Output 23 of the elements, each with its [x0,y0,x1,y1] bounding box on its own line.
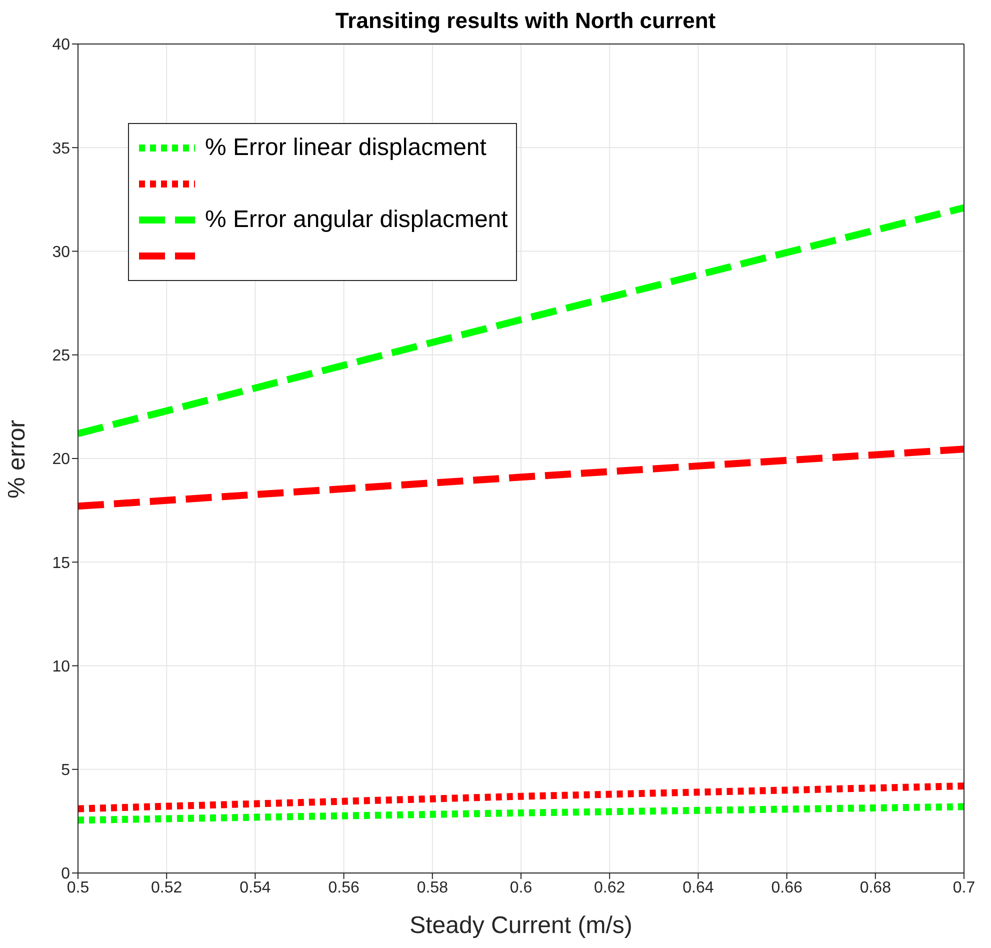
x-tick-label: 0.56 [328,879,360,896]
x-tick-label: 0.6 [510,879,532,896]
x-tick-label: 0.52 [151,879,182,896]
x-tick-label: 0.64 [682,879,714,896]
y-tick-label: 40 [52,36,70,54]
y-tick-label: 30 [52,244,70,261]
y-axis-title: % error [4,420,31,498]
x-tick-label: 0.62 [594,879,626,896]
y-tick-label: 25 [52,348,70,365]
y-tick-label: 20 [52,451,70,468]
x-tick-label: 0.66 [771,879,802,896]
chart-title: Transiting results with North current [334,8,717,35]
x-tick-label: 0.7 [952,879,976,896]
y-tick-label: 10 [52,658,70,676]
x-tick-label: 0.58 [416,879,448,896]
y-tick-label: 5 [61,762,70,780]
x-axis-title: Steady Current (m/s) [410,912,632,939]
y-tick-label: 15 [52,554,70,572]
legend-label: % Error angular displacment [205,206,508,234]
x-tick-label: 0.68 [860,879,892,896]
y-tick-label: 35 [52,140,70,158]
legend-label: % Error linear displacment [205,134,486,162]
x-tick-label: 0.54 [240,879,271,896]
